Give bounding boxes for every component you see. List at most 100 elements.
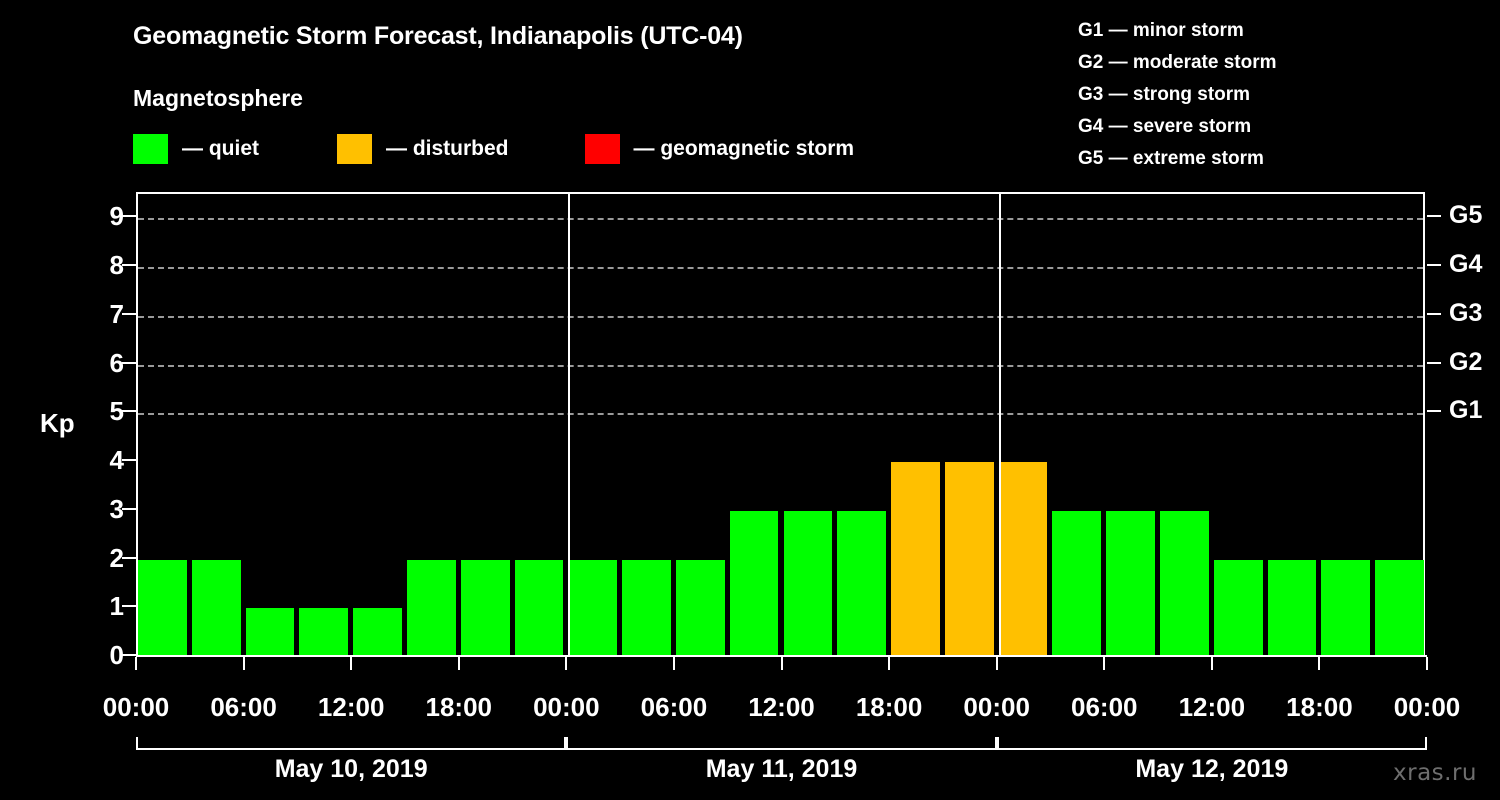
- page-title: Geomagnetic Storm Forecast, Indianapolis…: [133, 22, 743, 50]
- y-tick-mark-7: [122, 312, 136, 315]
- watermark: xras.ru: [1393, 760, 1477, 786]
- plot-area: [136, 192, 1425, 657]
- bar[interactable]: [729, 510, 779, 657]
- y-tick-label-0: 0: [109, 640, 124, 670]
- legend-entry-geomagnetic-storm: — geomagnetic storm: [584, 133, 855, 165]
- bar[interactable]: [406, 559, 456, 657]
- x-tick-mark-3: [457, 657, 460, 670]
- gridline-kp-5: [138, 413, 1423, 416]
- g-scale-row-g1: G1 — minor storm: [1078, 20, 1244, 41]
- bar[interactable]: [1106, 510, 1156, 657]
- day-bracket-3: [996, 737, 1427, 750]
- g-tick-label-g1: G1: [1449, 396, 1483, 425]
- bar[interactable]: [1405, 608, 1424, 657]
- x-tick-label-7: 18:00: [855, 692, 923, 722]
- y-tick-label-5: 5: [109, 396, 124, 427]
- y-tick-mark-0: [122, 654, 136, 656]
- x-tick-mark-2: [350, 657, 353, 670]
- bar[interactable]: [998, 462, 1048, 657]
- legend-entry-disturbed: — disturbed: [337, 133, 509, 165]
- x-axis-line: [136, 655, 1427, 657]
- y-tick-mark-3: [122, 507, 136, 510]
- bar[interactable]: [1160, 510, 1209, 657]
- bar[interactable]: [622, 559, 671, 657]
- x-tick-mark-10: [1210, 657, 1213, 670]
- bar[interactable]: [944, 462, 994, 657]
- y-tick-label-9: 9: [109, 201, 124, 232]
- x-tick-mark-7: [888, 657, 891, 670]
- g-tick-mark-g3: [1427, 312, 1441, 315]
- g-tick-label-g2: G2: [1449, 347, 1483, 376]
- y-axis-title: Kp: [40, 408, 75, 438]
- x-tick-label-5: 06:00: [640, 692, 708, 722]
- day-bracket-2: [566, 737, 997, 750]
- g-tick-mark-g4: [1427, 264, 1441, 267]
- x-tick-mark-4: [565, 657, 568, 670]
- x-tick-mark-5: [672, 657, 675, 670]
- y-tick-mark-5: [122, 410, 136, 413]
- x-tick-mark-9: [1103, 657, 1106, 670]
- date-label-2: May 11, 2019: [705, 755, 858, 783]
- legend-label-disturbed: — disturbed: [386, 137, 509, 160]
- bar[interactable]: [138, 559, 187, 657]
- bar[interactable]: [460, 559, 510, 657]
- bar[interactable]: [568, 559, 618, 657]
- bar[interactable]: [1267, 559, 1317, 657]
- x-tick-label-8: 00:00: [963, 692, 1030, 722]
- magnetosphere-label: Magnetosphere: [133, 85, 303, 111]
- x-tick-label-3: 18:00: [425, 692, 493, 722]
- y-tick-label-7: 7: [109, 298, 124, 329]
- bar[interactable]: [245, 608, 295, 657]
- x-tick-mark-0: [135, 657, 137, 670]
- color-legend: — quiet — disturbed — geomagnetic storm: [133, 133, 854, 165]
- y-tick-label-3: 3: [109, 493, 124, 524]
- bar[interactable]: [1321, 559, 1371, 657]
- bar[interactable]: [299, 608, 349, 657]
- x-tick-label-9: 06:00: [1071, 692, 1138, 722]
- g-scale-row-g2: G2 — moderate storm: [1078, 52, 1277, 73]
- bar[interactable]: [675, 559, 725, 657]
- g-scale-legend: G1 — minor storm G2 — moderate storm G3 — …: [1078, 15, 1277, 175]
- date-label-1: May 10, 2019: [274, 755, 428, 783]
- x-tick-label-10: 12:00: [1178, 692, 1246, 722]
- y-tick-mark-2: [122, 556, 136, 559]
- gridline-kp-8: [138, 267, 1423, 270]
- legend-label-quiet: — quiet: [182, 137, 259, 160]
- y-tick-mark-8: [122, 264, 136, 267]
- x-tick-label-1: 06:00: [210, 692, 277, 722]
- y-tick-label-4: 4: [109, 445, 124, 476]
- y-tick-label-1: 1: [109, 591, 124, 622]
- y-tick-mark-1: [122, 605, 136, 608]
- bar[interactable]: [891, 462, 940, 657]
- x-tick-label-4: 00:00: [533, 692, 600, 722]
- g-tick-mark-g1: [1427, 410, 1441, 413]
- bar[interactable]: [1213, 559, 1263, 657]
- g-scale-row-g4: G4 — severe storm: [1078, 116, 1252, 137]
- bar[interactable]: [191, 559, 241, 657]
- y-tick-label-2: 2: [109, 542, 124, 573]
- gridline-kp-9: [138, 218, 1423, 221]
- g-scale-row-g3: G3 — strong storm: [1078, 84, 1251, 105]
- gridline-kp-6: [138, 364, 1423, 367]
- day-bracket-1: [136, 737, 567, 750]
- bar[interactable]: [353, 608, 402, 657]
- gridline-kp-7: [138, 315, 1423, 318]
- g-tick-label-g4: G4: [1449, 250, 1483, 279]
- legend-entry-quiet: — quiet: [133, 133, 259, 165]
- plot-inner: [138, 194, 1424, 657]
- bar[interactable]: [1052, 510, 1102, 657]
- g-tick-mark-g2: [1427, 361, 1441, 364]
- legend-swatch-disturbed: [337, 134, 372, 164]
- x-tick-label-6: 12:00: [748, 692, 815, 722]
- bar[interactable]: [514, 559, 564, 657]
- x-tick-mark-1: [242, 657, 245, 670]
- date-label-3: May 12, 2019: [1135, 755, 1289, 783]
- x-tick-label-0: 00:00: [102, 692, 170, 722]
- x-tick-label-11: 18:00: [1286, 692, 1353, 722]
- legend-label-geomagnetic-storm: — geomagnetic storm: [633, 137, 855, 160]
- legend-swatch-quiet: [133, 134, 168, 164]
- g-tick-label-g3: G3: [1449, 298, 1483, 327]
- bar[interactable]: [783, 510, 833, 657]
- bar[interactable]: [837, 510, 887, 657]
- x-tick-label-2: 12:00: [317, 692, 385, 722]
